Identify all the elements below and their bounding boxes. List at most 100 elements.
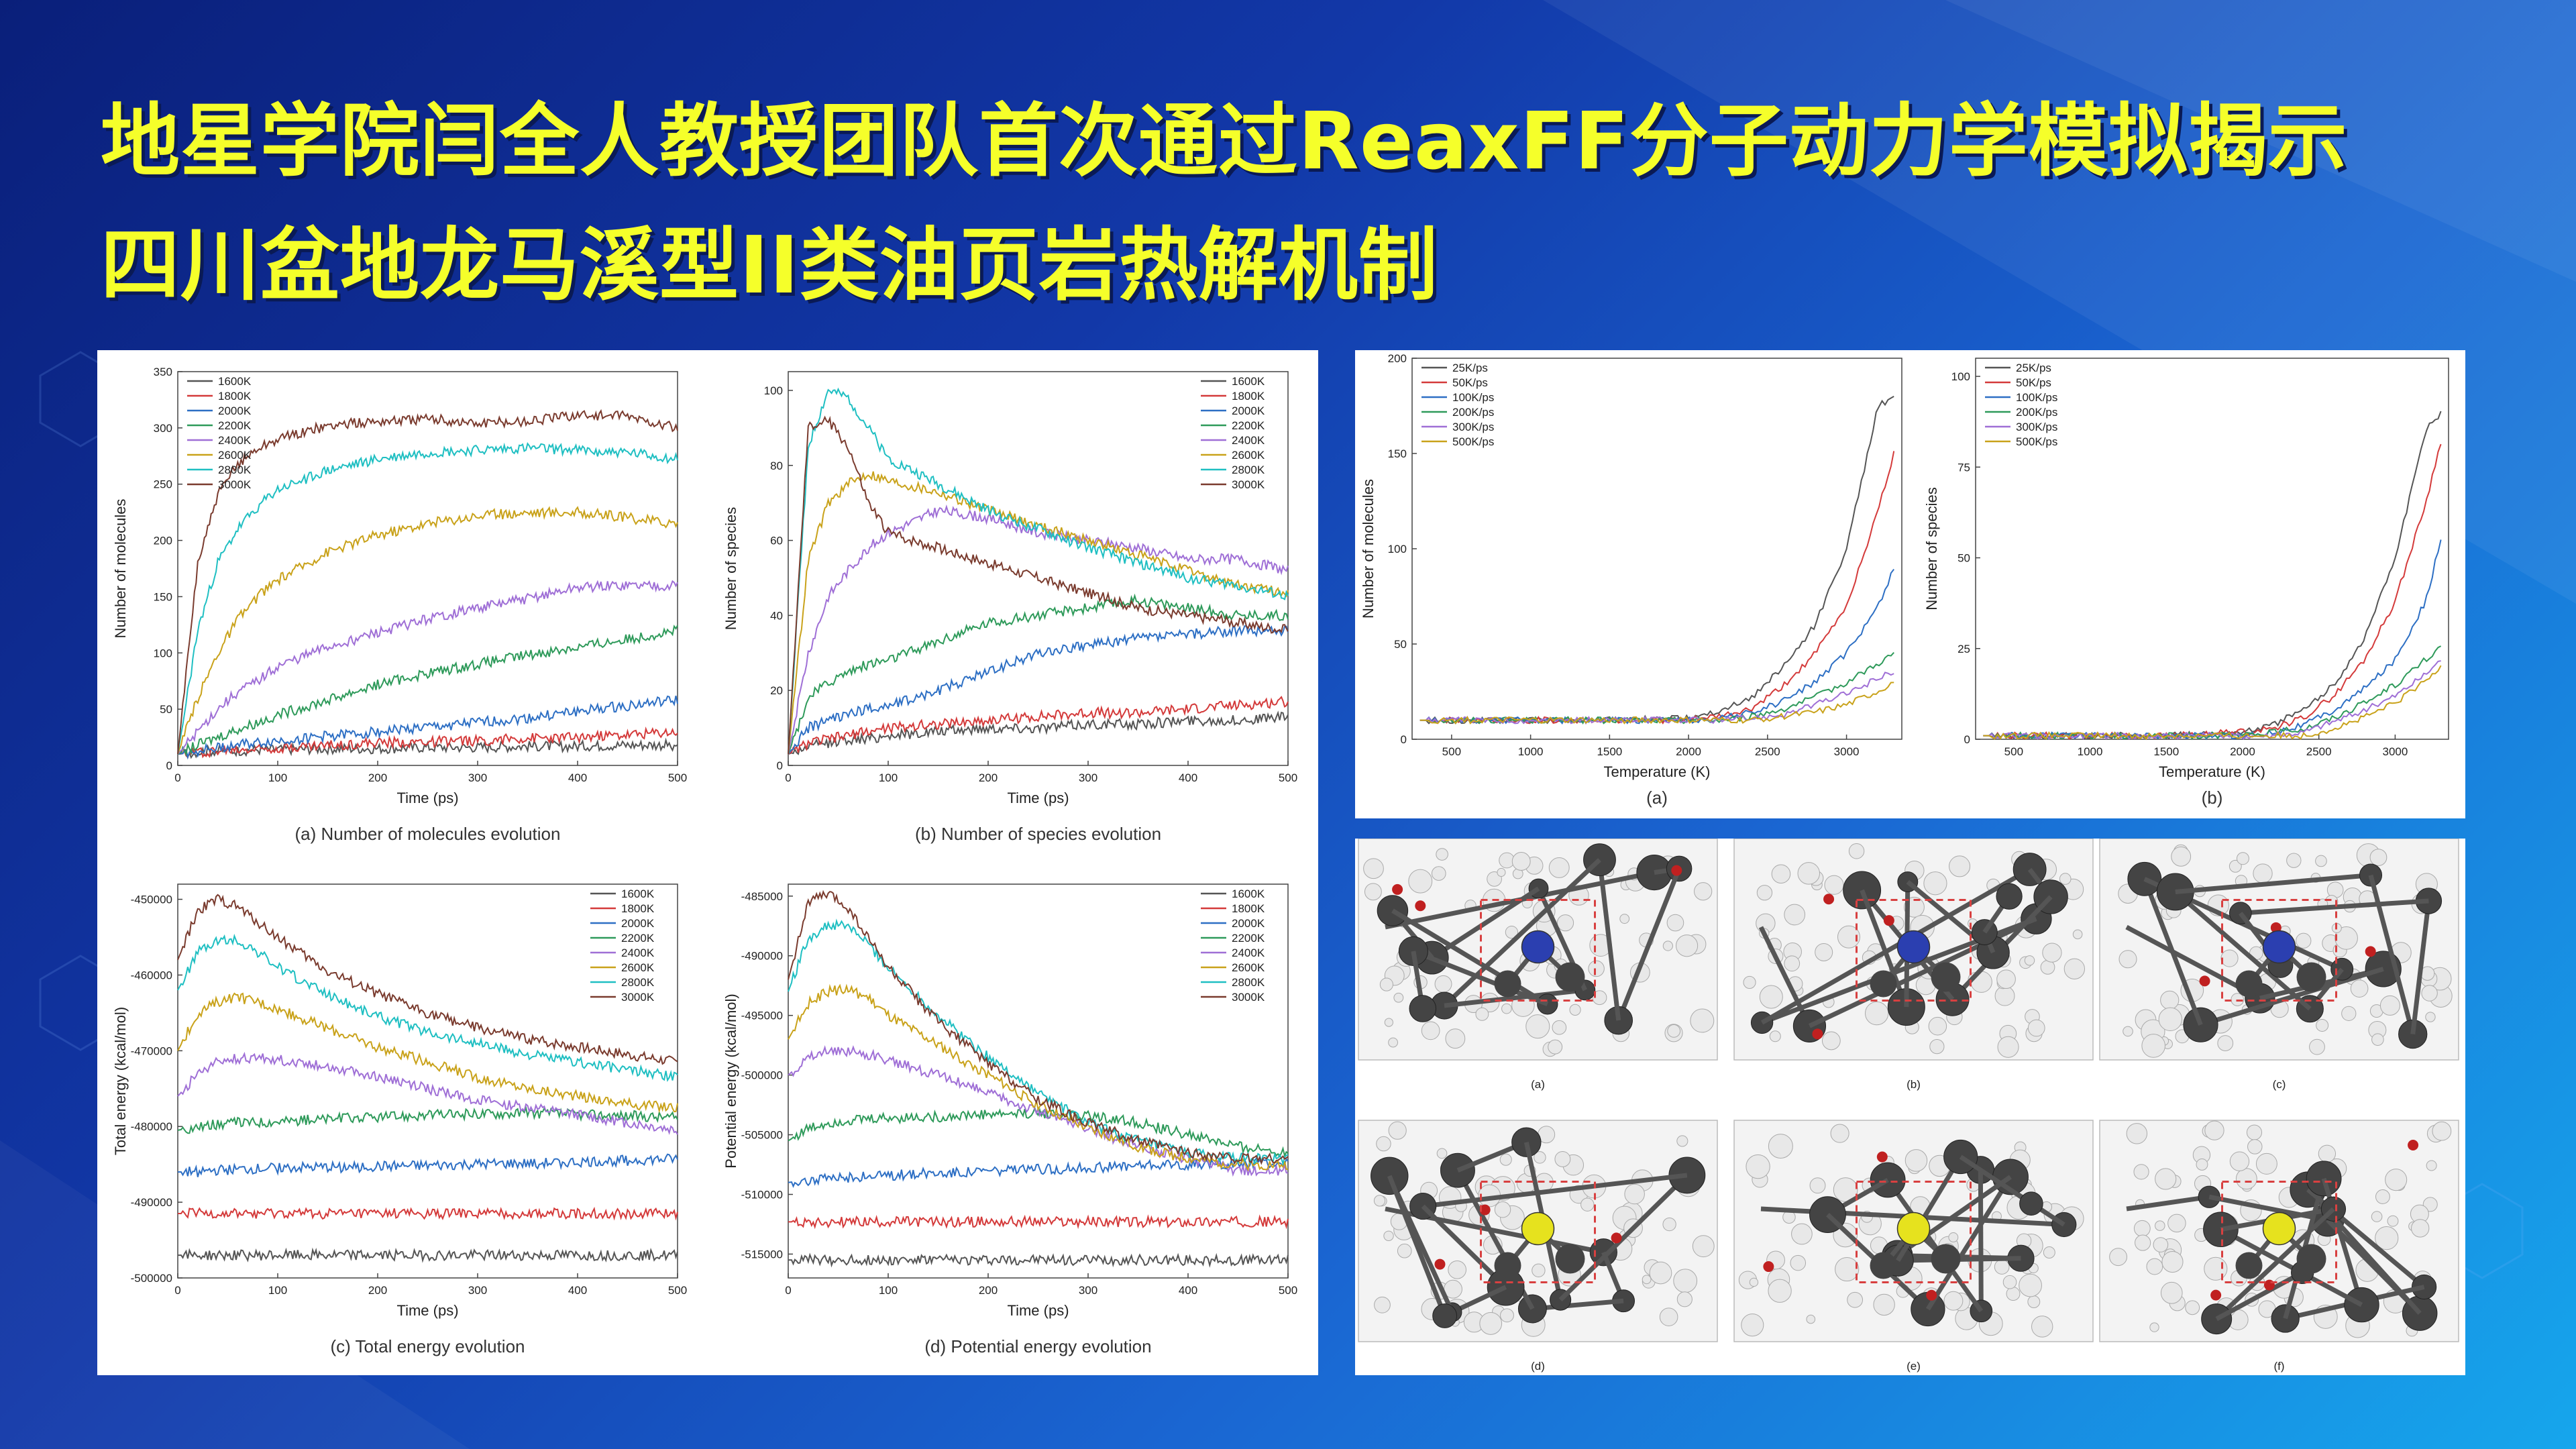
chart-caption: (c) Total energy evolution	[330, 1336, 525, 1356]
hydrogen-atom	[1923, 871, 1947, 896]
series-line	[1419, 568, 1894, 724]
oxygen-atom	[1671, 865, 1682, 876]
hydrogen-atom	[2063, 958, 2086, 979]
oxygen-atom	[1823, 894, 1835, 905]
hydrogen-atom	[1500, 1308, 1514, 1323]
hydrogen-atom	[2027, 1019, 2045, 1037]
series-line	[177, 625, 678, 757]
snapshot-tile	[1733, 839, 2094, 1061]
hydrogen-atom	[2318, 1144, 2337, 1163]
hydrogen-atom	[1554, 1150, 1571, 1167]
series-line	[1419, 451, 1895, 724]
x-tick-label: 100	[268, 771, 287, 784]
hydrogen-atom	[1448, 1260, 1466, 1279]
hydrogen-atom	[2229, 1151, 2250, 1171]
legend-label: 2800K	[218, 464, 252, 476]
carbon-atom	[2203, 1212, 2239, 1248]
hydrogen-atom	[1741, 1313, 1764, 1337]
hydrogen-atom	[2204, 1120, 2224, 1140]
x-tick-label: 400	[1179, 771, 1197, 784]
hydrogen-atom	[2059, 873, 2072, 885]
legend-label: 2400K	[1232, 434, 1265, 447]
y-tick-label: 150	[1388, 447, 1407, 460]
y-tick-label: -505000	[741, 1129, 783, 1142]
hydrogen-atom	[1771, 864, 1791, 884]
series-line	[788, 696, 1289, 755]
hydrogen-atom	[1379, 977, 1393, 991]
legend-label: 2600K	[1232, 449, 1265, 462]
hydrogen-atom	[1383, 1230, 1394, 1241]
bond	[1387, 1175, 1447, 1317]
oxygen-atom	[1415, 900, 1426, 912]
hydrogen-atom	[2217, 1035, 2234, 1051]
hydrogen-atom	[1649, 1261, 1672, 1285]
bond	[1978, 1169, 1984, 1311]
hydrogen-atom	[1445, 1028, 1466, 1049]
carbon-atom	[1432, 1303, 1458, 1328]
hydrogen-atom	[2286, 853, 2302, 868]
hydrogen-atom	[1501, 1003, 1512, 1014]
series-line	[788, 387, 1289, 755]
md-evolution-panel: 0 100 200 300 400 500 0 50 100 150 200 250 300 350 Tim…	[97, 350, 1318, 1375]
hydrogen-atom	[1534, 1151, 1546, 1164]
hydrogen-atom	[1384, 1018, 1393, 1027]
bond	[2215, 1270, 2304, 1322]
hydrogen-atom	[1759, 985, 1783, 1009]
hydrogen-atom	[2247, 1139, 2263, 1155]
hydrogen-atom	[1768, 1279, 1792, 1303]
oxygen-atom	[1434, 1258, 1446, 1270]
legend-label: 100K/ps	[1452, 391, 1494, 404]
snapshot-caption: (b)	[1907, 1078, 1921, 1091]
y-axis-label: Number of molecules	[112, 499, 129, 639]
hydrogen-atom	[2204, 1256, 2228, 1281]
hydrogen-atom	[2432, 1121, 2452, 1141]
hydrogen-atom	[1756, 885, 1773, 901]
bond	[1422, 1173, 1688, 1209]
hydrogen-atom	[1835, 1256, 1860, 1282]
hydrogen-atom	[1830, 1124, 1849, 1143]
chart-caption: (b)	[2202, 788, 2223, 808]
legend-label: 2400K	[1232, 947, 1265, 959]
heating-rate-panel: 500 1000 1500 2000 2500 3000 0 50 100 150 200 Tempe…	[1355, 350, 2465, 818]
x-tick-label: 500	[1279, 1284, 1297, 1297]
y-tick-label: 200	[1388, 352, 1407, 365]
hydrogen-atom	[2371, 1033, 2384, 1046]
sulfur-atom	[1521, 1212, 1555, 1246]
x-tick-label: 200	[368, 1284, 387, 1297]
carbon-atom	[1377, 895, 1409, 926]
y-tick-label: 60	[770, 535, 783, 547]
hydrogen-atom	[2371, 1211, 2383, 1222]
hydrogen-atom	[2167, 1214, 2186, 1233]
hydrogen-atom	[2024, 955, 2035, 966]
carbon-atom	[2235, 1252, 2263, 1279]
legend-label: 2000K	[1232, 405, 1265, 417]
y-tick-label: -490000	[741, 950, 783, 963]
legend-label: 1800K	[1232, 902, 1265, 915]
legend-label: 3000K	[218, 478, 252, 491]
hydrogen-atom	[1864, 1001, 1889, 1026]
oxygen-atom	[1611, 1232, 1622, 1244]
bond	[1444, 987, 1586, 1008]
hydrogen-atom	[1373, 1195, 1386, 1207]
x-tick-label: 500	[1442, 745, 1461, 758]
x-tick-label: 300	[1079, 771, 1097, 784]
sulfur-atom	[1896, 1212, 1931, 1246]
carbon-atom	[2359, 863, 2383, 887]
hydrogen-atom	[2019, 1273, 2042, 1297]
legend-label: 1800K	[1232, 390, 1265, 402]
carbon-atom	[2235, 970, 2263, 998]
x-tick-label: 400	[568, 1284, 587, 1297]
legend-label: 2800K	[621, 976, 655, 989]
oxygen-atom	[1763, 1261, 1774, 1273]
chart-caption: (d) Potential energy evolution	[924, 1336, 1151, 1356]
bond	[1442, 858, 1601, 1008]
series-line	[788, 983, 1288, 1172]
chart-caption: (a) Number of molecules evolution	[295, 824, 561, 844]
series-line	[177, 441, 678, 755]
hydrogen-atom	[2002, 1275, 2017, 1289]
legend-label: 2600K	[1232, 961, 1265, 974]
bond	[1532, 1298, 1624, 1311]
x-tick-label: 2500	[2306, 745, 2332, 758]
series-line	[177, 506, 678, 755]
carbon-atom	[1440, 1152, 1475, 1188]
